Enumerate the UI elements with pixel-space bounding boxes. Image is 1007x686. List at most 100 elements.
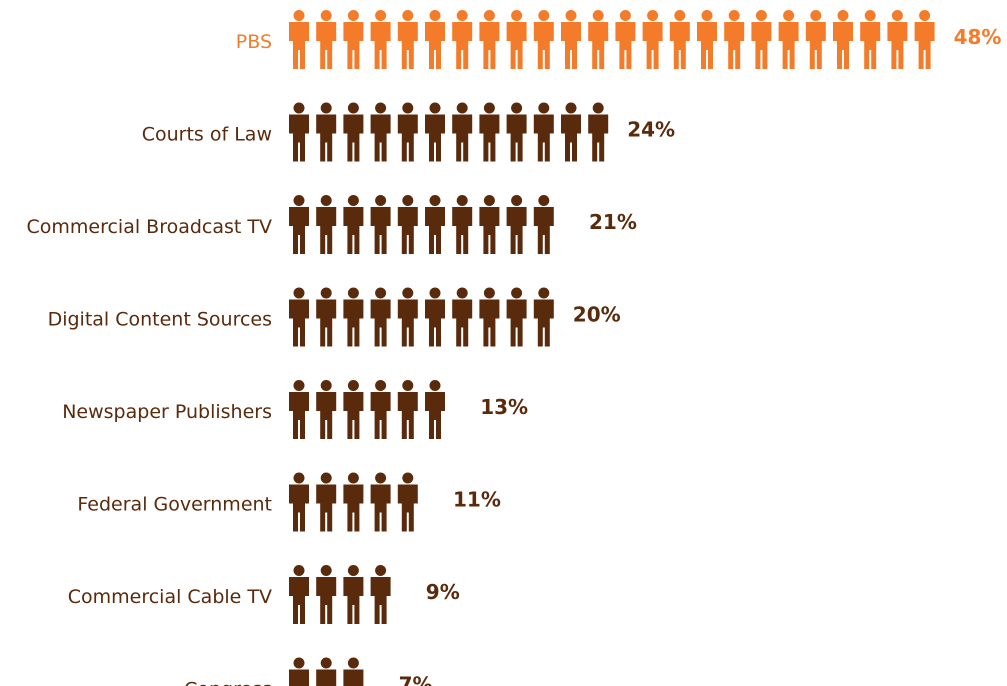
person-icon [316, 102, 337, 162]
person-icon [751, 10, 772, 69]
person-icon [452, 287, 473, 347]
person-icon [561, 195, 571, 254]
person-icon [316, 195, 337, 254]
person-icon [887, 10, 908, 69]
person-icon [343, 195, 364, 254]
value-label: 21% [589, 210, 637, 234]
bar-row-congress: Congress 7% [184, 657, 433, 686]
person-icon [370, 565, 391, 624]
person-icon [425, 287, 445, 347]
value-label: 48% [954, 25, 1002, 49]
category-label: Courts of Law [142, 124, 272, 146]
person-icon [425, 10, 445, 69]
person-icon [343, 565, 364, 624]
person-icon [397, 380, 418, 439]
person-icon [316, 565, 337, 624]
person-icon [615, 10, 636, 69]
person-icon [533, 195, 554, 254]
person-icon [506, 287, 527, 347]
value-label: 20% [573, 303, 621, 327]
person-icon [533, 10, 554, 69]
person-icon [669, 10, 690, 69]
category-label: Federal Government [77, 494, 272, 516]
person-icon [479, 102, 500, 162]
value-label: 11% [453, 488, 501, 512]
person-icon [343, 472, 364, 532]
person-icon [397, 102, 418, 162]
person-icon [425, 472, 435, 532]
category-label: Commercial Cable TV [68, 586, 272, 608]
person-icon [289, 565, 309, 624]
person-icon [343, 380, 364, 439]
person-icon [506, 195, 527, 254]
bar-row-courts-of-law: Courts of Law 24% [142, 102, 675, 162]
person-icon [316, 10, 337, 69]
person-icon [805, 10, 826, 69]
category-label: Newspaper Publishers [62, 401, 272, 423]
person-icon [289, 195, 309, 254]
person-icon [370, 472, 391, 532]
value-label: 13% [480, 395, 528, 419]
person-icon [343, 287, 364, 347]
person-icon [452, 380, 463, 439]
person-icon [397, 287, 418, 347]
person-icon [289, 287, 309, 347]
person-icon [425, 380, 445, 439]
person-icon [316, 287, 337, 347]
person-icon [316, 472, 337, 532]
person-icon [289, 380, 309, 439]
category-label: Digital Content Sources [48, 309, 272, 331]
person-icon [397, 472, 418, 532]
person-icon [425, 195, 445, 254]
person-icon [289, 657, 309, 686]
person-icon [642, 10, 663, 69]
category-label: PBS [236, 31, 272, 53]
person-icon [425, 102, 445, 162]
bar-row-commercial-broadcast-tv: Commercial Broadcast TV 21% [26, 195, 637, 254]
person-icon [370, 195, 391, 254]
person-icon [533, 287, 554, 347]
person-icon [289, 472, 309, 532]
person-icon [289, 102, 309, 162]
bar-row-pbs: PBS 48% [236, 10, 1002, 69]
person-icon [397, 10, 418, 69]
person-icon [860, 10, 881, 69]
person-icon [397, 565, 408, 624]
person-icon [370, 380, 391, 439]
person-icon [370, 657, 381, 686]
person-icon [370, 102, 391, 162]
bar-row-digital-content-sources: Digital Content Sources 20% [48, 287, 621, 347]
value-label: 24% [627, 118, 675, 142]
person-icon [316, 380, 337, 439]
category-label: Commercial Broadcast TV [26, 216, 272, 238]
person-icon [343, 102, 364, 162]
person-icon [778, 10, 799, 69]
person-icon [370, 10, 391, 69]
person-icon [506, 10, 527, 69]
person-icon [533, 102, 554, 162]
bar-row-federal-government: Federal Government 11% [77, 472, 501, 532]
person-icon [289, 10, 309, 69]
person-icon [561, 102, 581, 162]
person-icon [370, 287, 391, 347]
value-label: 9% [426, 580, 460, 604]
person-icon [479, 287, 500, 347]
person-icon [479, 10, 500, 69]
person-icon [588, 102, 609, 162]
person-icon [452, 10, 473, 69]
category-label: Congress [184, 679, 272, 686]
person-icon [588, 10, 609, 69]
person-icon [316, 657, 337, 686]
value-label: 7% [399, 673, 433, 686]
person-icon [343, 657, 364, 686]
person-icon [506, 102, 527, 162]
person-icon [452, 195, 473, 254]
person-icon [343, 10, 364, 69]
person-icon [452, 102, 473, 162]
person-icon [697, 10, 717, 69]
person-icon [914, 10, 935, 69]
person-icon [724, 10, 745, 69]
person-icon [397, 195, 418, 254]
bar-row-commercial-cable-tv: Commercial Cable TV 9% [68, 565, 460, 624]
